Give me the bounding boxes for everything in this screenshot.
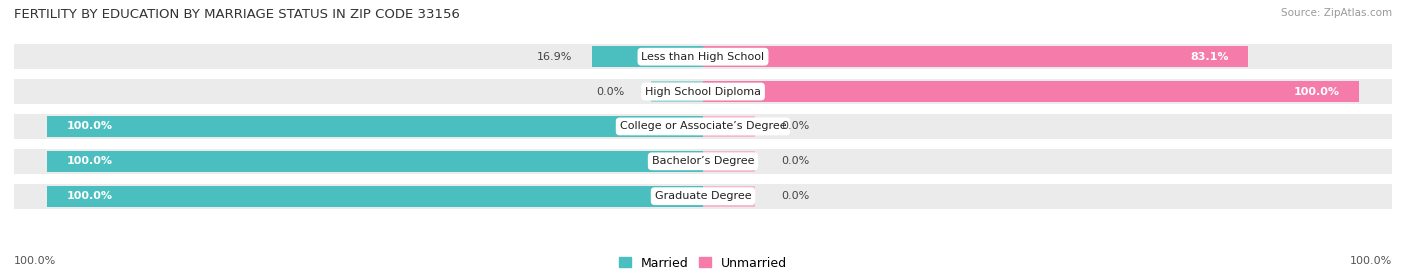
Bar <box>703 151 755 172</box>
Text: 83.1%: 83.1% <box>1189 52 1229 62</box>
Text: 0.0%: 0.0% <box>782 156 810 166</box>
Text: 100.0%: 100.0% <box>66 156 112 166</box>
Bar <box>46 151 703 172</box>
Text: Graduate Degree: Graduate Degree <box>655 191 751 201</box>
Bar <box>14 184 1392 209</box>
Text: High School Diploma: High School Diploma <box>645 87 761 97</box>
Text: College or Associate’s Degree: College or Associate’s Degree <box>620 121 786 132</box>
Bar <box>46 116 703 137</box>
Text: Less than High School: Less than High School <box>641 52 765 62</box>
Text: 100.0%: 100.0% <box>1350 256 1392 266</box>
Text: 100.0%: 100.0% <box>66 191 112 201</box>
Text: FERTILITY BY EDUCATION BY MARRIAGE STATUS IN ZIP CODE 33156: FERTILITY BY EDUCATION BY MARRIAGE STATU… <box>14 8 460 21</box>
Bar <box>703 186 755 207</box>
Text: 100.0%: 100.0% <box>66 121 112 132</box>
Bar <box>14 44 1392 69</box>
Text: Bachelor’s Degree: Bachelor’s Degree <box>652 156 754 166</box>
Bar <box>703 46 1249 67</box>
Bar <box>651 81 703 102</box>
Text: 100.0%: 100.0% <box>14 256 56 266</box>
Bar <box>703 81 1360 102</box>
Text: Source: ZipAtlas.com: Source: ZipAtlas.com <box>1281 8 1392 18</box>
Text: 16.9%: 16.9% <box>537 52 572 62</box>
Bar <box>46 186 703 207</box>
Bar <box>592 46 703 67</box>
Bar <box>14 149 1392 174</box>
Bar <box>703 116 755 137</box>
Bar <box>14 79 1392 104</box>
Text: 0.0%: 0.0% <box>782 121 810 132</box>
Bar <box>14 114 1392 139</box>
Legend: Married, Unmarried: Married, Unmarried <box>613 252 793 269</box>
Text: 0.0%: 0.0% <box>596 87 624 97</box>
Text: 0.0%: 0.0% <box>782 191 810 201</box>
Text: 100.0%: 100.0% <box>1294 87 1340 97</box>
